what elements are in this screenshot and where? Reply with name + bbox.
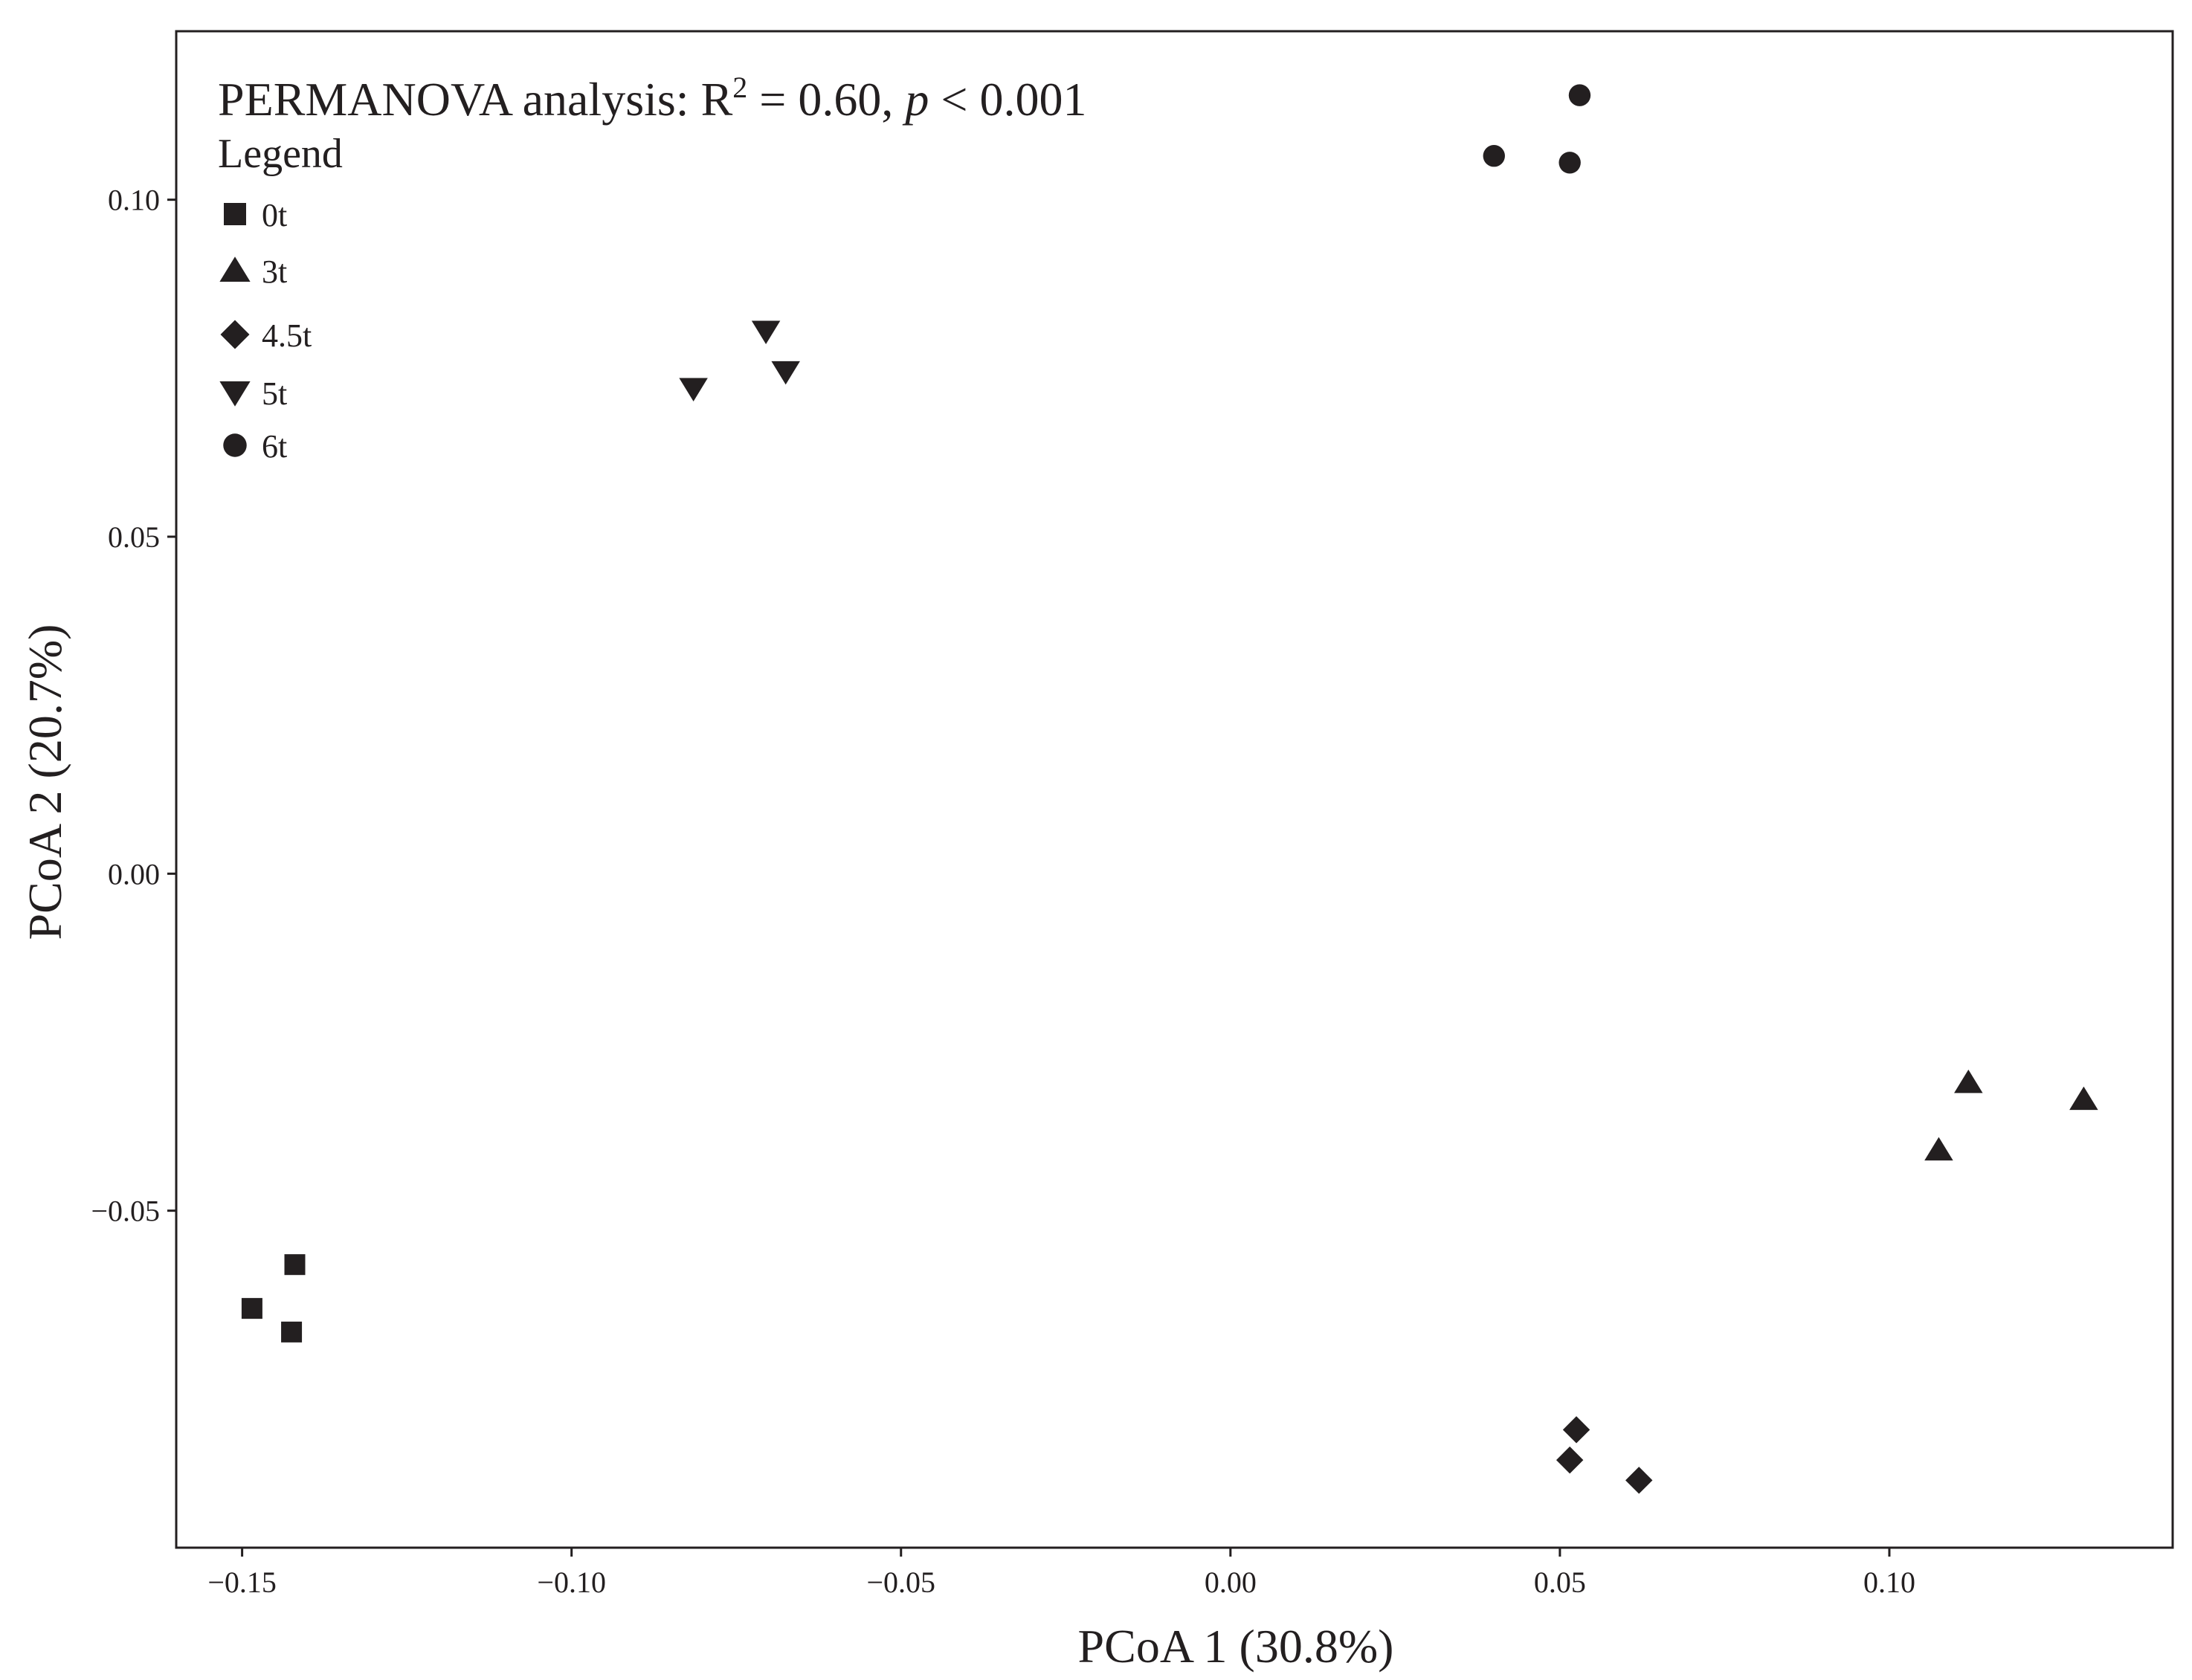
x-axis-title: PCoA 1 (30.8%) xyxy=(1078,1620,1394,1673)
data-point-5t xyxy=(679,378,708,402)
y-tick-label: 0.00 xyxy=(108,857,160,891)
y-tick-label: 0.10 xyxy=(108,184,160,217)
legend-label: 0t xyxy=(262,197,287,233)
data-point-4-5t xyxy=(1562,1416,1590,1444)
y-tick-label: 0.05 xyxy=(108,520,160,554)
legend-label: 3t xyxy=(262,253,287,290)
data-point-3t xyxy=(1924,1137,1953,1161)
legend-marker-3t xyxy=(219,256,251,282)
y-tick-label: −0.05 xyxy=(91,1195,160,1228)
data-point-5t xyxy=(771,361,800,385)
legend-label: 5t xyxy=(262,375,287,412)
x-tick-label: 0.00 xyxy=(1205,1566,1257,1599)
y-axis-ticks: −0.05 0.00 0.05 0.10 xyxy=(91,184,176,1228)
plot-frame xyxy=(175,30,2174,1549)
data-point-3t xyxy=(1954,1069,1983,1093)
legend-label: 4.5t xyxy=(262,317,312,354)
x-tick-label: −0.10 xyxy=(537,1566,606,1599)
data-points xyxy=(241,84,2098,1494)
data-point-0t xyxy=(281,1321,303,1343)
legend-title: Legend xyxy=(218,131,343,177)
data-point-4-5t xyxy=(1625,1467,1653,1494)
permanova-annotation: PERMANOVA analysis: R2 = 0.60, p < 0.001 xyxy=(218,71,1086,126)
y-axis-title: PCoA 2 (20.7%) xyxy=(19,624,71,940)
legend-label: 6t xyxy=(262,428,287,465)
data-point-0t xyxy=(241,1298,262,1319)
x-tick-label: −0.15 xyxy=(207,1566,277,1599)
data-point-5t xyxy=(751,320,781,344)
legend: Legend 0t 3t 4.5t 5t 6t xyxy=(218,131,343,465)
data-point-4-5t xyxy=(1556,1446,1584,1474)
x-tick-label: 0.10 xyxy=(1863,1566,1915,1599)
data-point-0t xyxy=(284,1254,306,1276)
data-point-6t xyxy=(1558,152,1581,174)
data-point-6t xyxy=(1483,145,1505,167)
x-tick-label: −0.05 xyxy=(866,1566,935,1599)
legend-marker-0t xyxy=(224,203,246,225)
legend-marker-6t xyxy=(223,433,247,457)
legend-marker-4-5t xyxy=(220,320,250,349)
legend-marker-5t xyxy=(219,381,251,407)
data-point-6t xyxy=(1568,84,1591,106)
data-point-3t xyxy=(2069,1086,2098,1111)
x-tick-label: 0.05 xyxy=(1534,1566,1586,1599)
x-axis-ticks: −0.15 −0.10 −0.05 0.00 0.05 0.10 xyxy=(207,1548,1915,1599)
